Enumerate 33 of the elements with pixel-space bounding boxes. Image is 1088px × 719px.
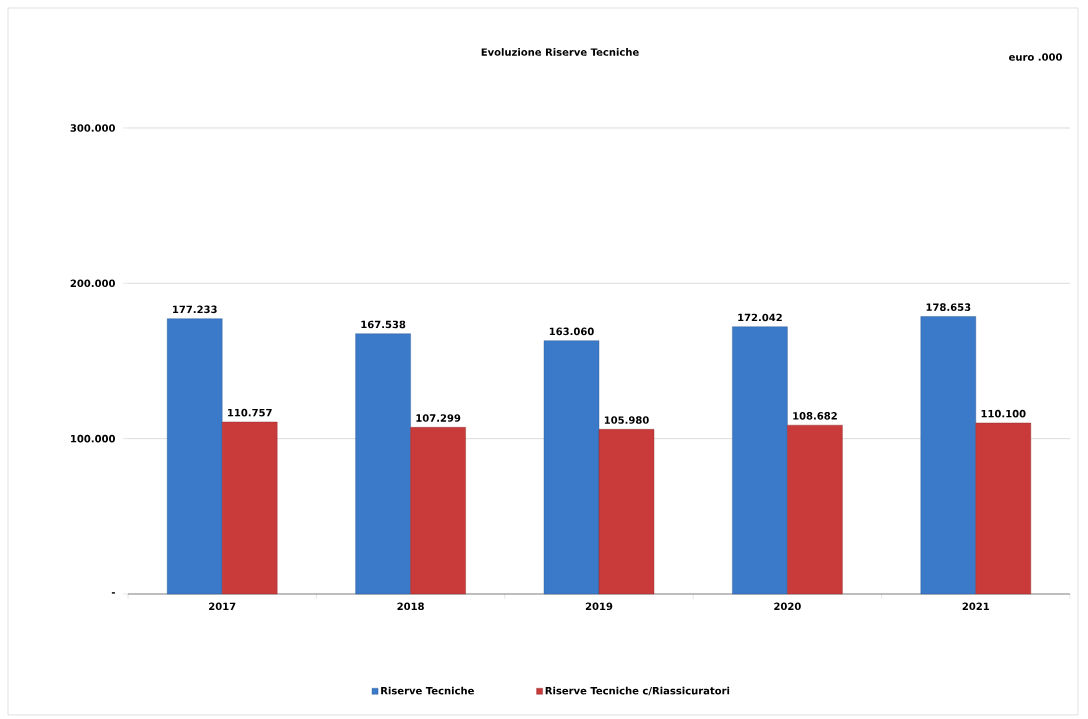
x-tick-label: 2020 [774, 602, 801, 611]
legend-label: Riserve Tecniche [381, 686, 474, 695]
text: euro .000 [1009, 53, 1062, 61]
x-tick-label: 2017 [209, 602, 236, 611]
data-label: 178.653 [926, 303, 971, 311]
bar [920, 316, 976, 595]
x-tick-label: 2021 [962, 602, 990, 611]
bar [222, 421, 278, 595]
data-label: 167.538 [361, 320, 406, 329]
y-tick-label: - [111, 592, 115, 594]
y-tick-label: 100.000 [71, 434, 115, 443]
bar [167, 318, 223, 595]
y-tick-label: 300.000 [70, 124, 115, 132]
bar [975, 422, 1031, 595]
data-label: 108.682 [793, 412, 837, 420]
bar [410, 427, 466, 595]
chart-title: Evoluzione Riserve Tecniche [481, 48, 639, 56]
y-tick-label: 200.000 [70, 279, 115, 288]
bar [787, 424, 843, 595]
bar [543, 340, 600, 595]
data-label: 107.299 [416, 414, 461, 422]
data-label: 172.042 [738, 313, 782, 322]
data-label: 105.980 [604, 416, 649, 424]
data-label: 110.100 [981, 409, 1026, 418]
data-label: 163.060 [549, 327, 594, 336]
bar [598, 429, 655, 595]
x-tick-label: 2018 [397, 602, 424, 611]
data-label: 177.233 [173, 305, 217, 314]
bar [732, 326, 788, 595]
bar [355, 333, 411, 595]
x-tick-label: 2019 [585, 602, 613, 611]
legend-label: Riserve Tecniche c/Riassicuratori [545, 686, 730, 696]
data-label: 110.757 [228, 408, 272, 417]
